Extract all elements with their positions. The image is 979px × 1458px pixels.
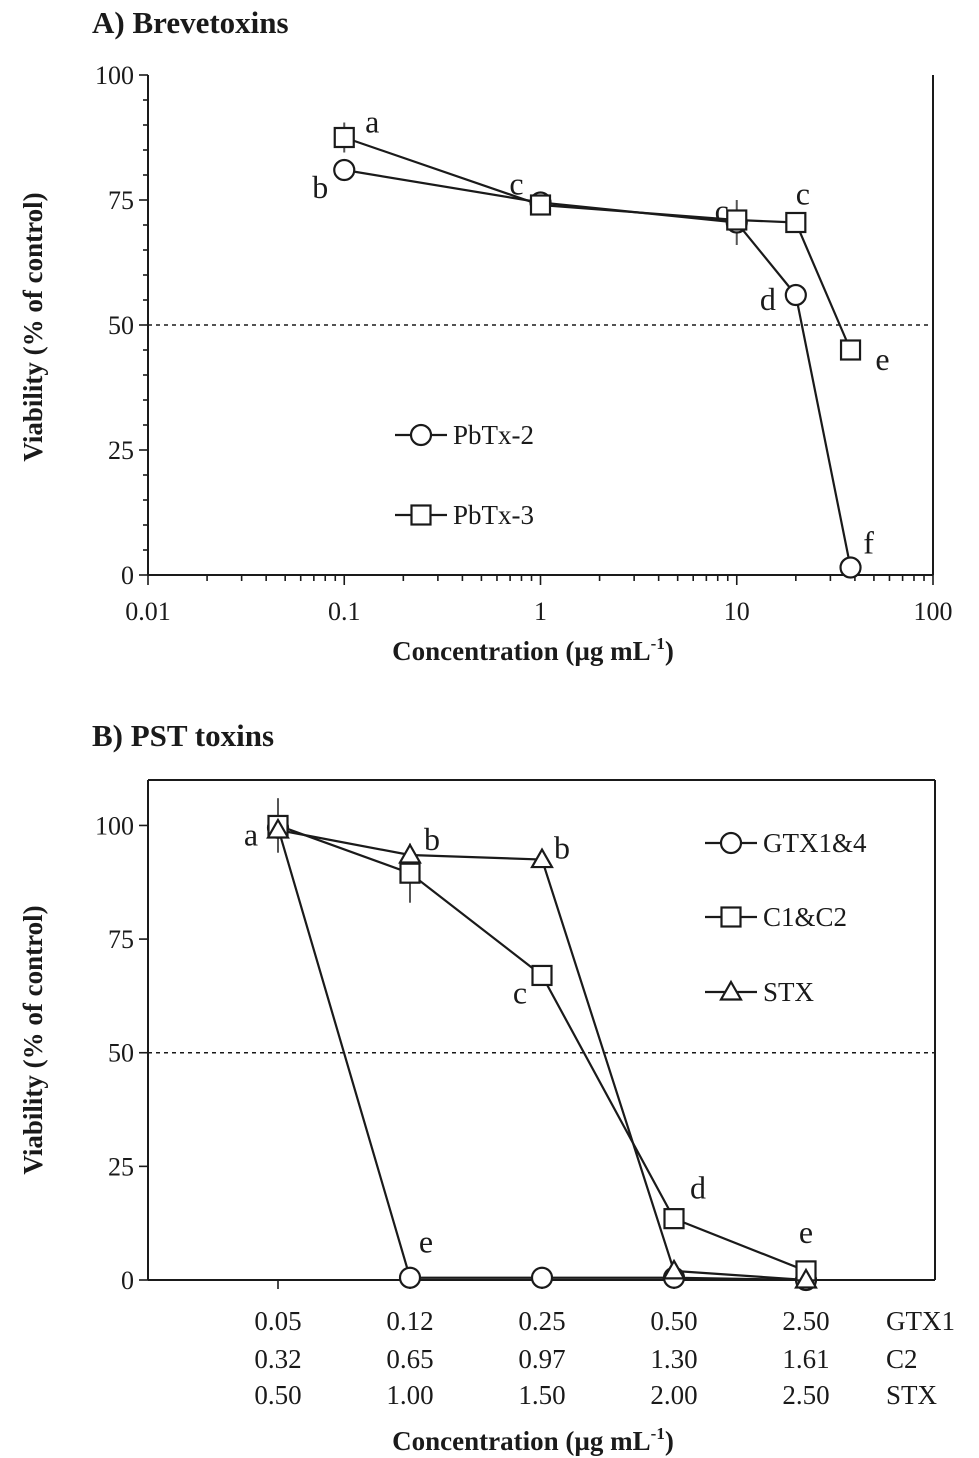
panel-a-line-square — [343, 136, 852, 351]
panel-a-x-tick-label: 0.01 — [125, 597, 171, 626]
panel-a-y-axis-label: Viability (% of control) — [18, 192, 48, 461]
panel-b-point-square — [531, 964, 553, 987]
panel-b-x-row-label: C2 — [886, 1344, 918, 1374]
panel-b-legend-label: GTX1&4 — [763, 828, 867, 858]
panel-a-legend-square-marker — [410, 504, 432, 526]
panel-b-significance-letter: a — [244, 816, 258, 852]
panel-b-significance-letter: e — [419, 1224, 433, 1260]
panel-b-x-category-value: 0.05 — [254, 1306, 301, 1336]
panel-b-y-axis-label: Viability (% of control) — [18, 905, 48, 1174]
panel-b-legend-label: STX — [763, 977, 815, 1007]
panel-b-x-category-value: 1.50 — [518, 1380, 565, 1410]
panel-b-x-category-value: 1.30 — [650, 1344, 697, 1374]
panel-b-legend-square-marker — [720, 906, 742, 928]
panel-b-pst-toxins: B) PST toxins Concentration (µg mL-1) Vi… — [18, 718, 955, 1456]
panel-b-legend-triangle-marker — [719, 979, 743, 1001]
panel-b-point-square — [663, 1208, 685, 1230]
panel-a-significance-letter: b — [312, 169, 328, 205]
panel-b-x-axis-label: Concentration (µg mL-1) — [392, 1424, 674, 1456]
panel-a-significance-letter: c — [509, 166, 523, 202]
panel-b-x-category-value: 0.25 — [518, 1306, 565, 1336]
panel-b-y-tick-label: 100 — [95, 811, 134, 840]
panel-a-y-tick-label: 75 — [108, 186, 134, 215]
panel-a-significance-letter: c — [715, 193, 729, 229]
panel-b-significance-letter: d — [690, 1170, 706, 1206]
panel-b-point-triangle — [398, 842, 422, 864]
panel-b-y-tick-label: 25 — [108, 1152, 134, 1181]
panel-a-y-tick-label: 25 — [108, 436, 134, 465]
panel-a-legend-circle-marker — [409, 423, 433, 447]
panel-b-point-triangle — [266, 817, 290, 839]
panel-b-y-tick-label: 50 — [108, 1039, 134, 1068]
panel-b-point-circle — [398, 1266, 422, 1289]
panel-a-x-tick-label: 1 — [534, 597, 547, 626]
panel-a-title: A) Brevetoxins — [92, 5, 289, 40]
panel-a-legend-label: PbTx-2 — [453, 420, 534, 450]
panel-a-legend-label: PbTx-3 — [453, 500, 534, 530]
panel-a-point-circle — [333, 158, 356, 182]
panel-a-y-tick-label: 100 — [95, 61, 134, 90]
panel-a-significance-letter: d — [760, 281, 776, 317]
panel-a-point-square — [726, 209, 748, 231]
panel-b-x-category-value: 0.50 — [650, 1306, 697, 1336]
panel-b-x-category-value: 0.12 — [386, 1306, 433, 1336]
panel-b-legend-circle-marker — [719, 831, 743, 855]
panel-b-y-tick-label: 75 — [108, 925, 134, 954]
panel-b-significance-letter: b — [554, 830, 570, 866]
panel-a-point-square — [333, 126, 355, 149]
panel-b-x-category-value: 0.32 — [254, 1344, 301, 1374]
panel-a-x-axis-label: Concentration (µg mL-1) — [392, 634, 674, 666]
panel-b-x-row-label: GTX1 — [886, 1306, 955, 1336]
panel-a-y-tick-label: 50 — [108, 311, 134, 340]
panel-a-x-tick-label: 10 — [724, 597, 750, 626]
panel-b-x-category-value: 2.50 — [782, 1380, 829, 1410]
panel-a-point-circle — [839, 556, 862, 579]
panel-b-point-triangle — [662, 1258, 686, 1280]
panel-b-y-tick-label: 0 — [121, 1266, 134, 1295]
panel-a-significance-letter: e — [875, 341, 889, 377]
panel-b-significance-letter: c — [513, 974, 527, 1010]
panel-b-line-square — [277, 824, 807, 1272]
panel-a-brevetoxins: A) Brevetoxins Concentration (µg mL-1) V… — [18, 5, 953, 666]
panel-a-x-tick-label: 100 — [914, 597, 953, 626]
panel-b-x-category-value: 2.50 — [782, 1306, 829, 1336]
panel-b-point-triangle — [794, 1267, 818, 1289]
panel-b-point-circle — [530, 1266, 554, 1289]
panel-b-line-triangle — [277, 828, 807, 1282]
panel-a-x-tick-label: 0.1 — [328, 597, 361, 626]
panel-b-point-square — [399, 862, 421, 884]
panel-b-significance-letter: e — [799, 1214, 813, 1250]
panel-a-point-square — [529, 194, 552, 216]
panel-b-x-category-value: 0.97 — [518, 1344, 565, 1374]
panel-a-point-square — [785, 211, 807, 234]
panel-b-legend-label: C1&C2 — [763, 902, 847, 932]
panel-a-significance-letter: a — [365, 104, 379, 140]
panel-b-x-category-value: 0.50 — [254, 1380, 301, 1410]
panel-a-point-square — [839, 339, 862, 361]
panel-a-point-circle — [784, 283, 807, 307]
panel-b-x-category-value: 0.65 — [386, 1344, 433, 1374]
panel-b-line-circle — [276, 827, 807, 1282]
panel-a-y-tick-label: 0 — [121, 561, 134, 590]
panel-b-x-category-value: 1.61 — [782, 1344, 829, 1374]
panel-b-point-triangle — [530, 847, 554, 869]
panel-b-significance-letter: b — [424, 821, 440, 857]
panel-b-x-category-value: 2.00 — [650, 1380, 697, 1410]
panel-a-significance-letter: f — [863, 525, 874, 561]
panel-a-significance-letter: c — [796, 176, 810, 212]
panel-b-x-category-value: 1.00 — [386, 1380, 433, 1410]
panel-b-x-row-label: STX — [886, 1380, 938, 1410]
panel-b-title: B) PST toxins — [92, 718, 274, 753]
